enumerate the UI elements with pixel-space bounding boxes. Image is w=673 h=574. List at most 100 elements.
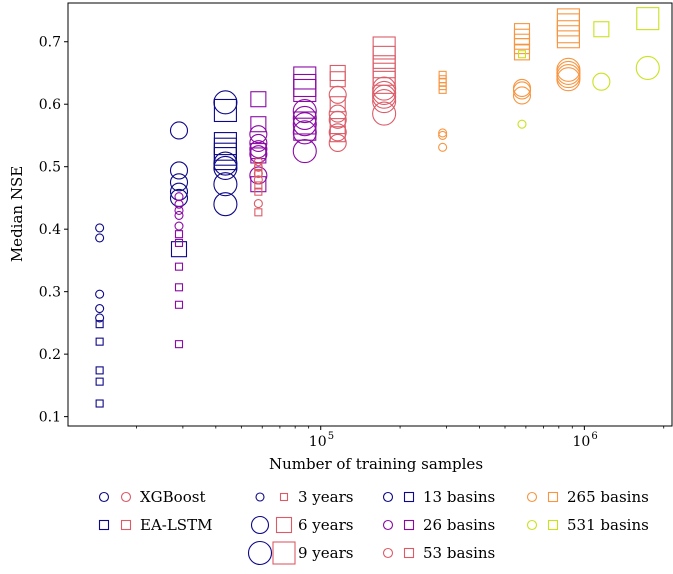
y-axis: 0.1 0.2 0.3 0.4 0.5 0.6 0.7 (39, 35, 68, 426)
data-point-xgboost (438, 142, 448, 152)
data-point-xgboost (169, 161, 189, 180)
data-point-xgboost (213, 151, 238, 176)
x-axis-label: Number of training samples (269, 455, 483, 473)
data-point-xgboost (372, 76, 397, 101)
data-point-xgboost (174, 199, 184, 209)
legend-label-years: 3 years (298, 488, 353, 506)
data-point-xgboost (253, 157, 263, 167)
data-point-xgboost (292, 120, 317, 145)
data-point-ea-lstm (293, 73, 317, 98)
x-axis: 10 5 10 6 (136, 426, 665, 450)
legend-label-basins: 26 basins (423, 516, 495, 534)
data-point-xgboost (556, 67, 581, 92)
data-point-xgboost (174, 221, 184, 231)
data-point-ea-lstm (329, 126, 346, 143)
y-tick-label: 0.6 (39, 97, 61, 113)
data-point-ea-lstm (513, 23, 531, 40)
data-point-xgboost (372, 80, 397, 106)
data-point-ea-lstm (293, 66, 317, 90)
y-axis-label: Median NSE (8, 166, 26, 262)
data-point-ea-lstm (593, 21, 610, 38)
legend: XGBoost EA-LSTM 3 years 6 years 9 years 13 ba… (98, 488, 649, 566)
data-point-ea-lstm (174, 283, 184, 292)
data-point-ea-lstm (329, 96, 346, 113)
legend-color-square (403, 519, 415, 531)
data-point-ea-lstm (556, 25, 580, 49)
data-point-ea-lstm (170, 241, 188, 258)
data-point-ea-lstm (556, 8, 580, 32)
legend-size-square (272, 541, 296, 565)
legend-size-circle (250, 515, 270, 535)
data-point-ea-lstm (438, 70, 447, 79)
data-point-ea-lstm (213, 98, 237, 123)
data-point-ea-lstm (513, 44, 531, 61)
legend-color-square (547, 519, 559, 531)
legend-color-circle (526, 491, 538, 503)
data-point-xgboost (95, 303, 105, 314)
data-point-xgboost (292, 105, 317, 131)
legend-label-basins: 53 basins (423, 544, 495, 562)
data-point-ea-lstm (556, 20, 580, 44)
legend-color-circle (382, 491, 394, 503)
data-point-xgboost (95, 233, 105, 243)
x-tick-exponent: 5 (328, 431, 334, 442)
data-point-xgboost (249, 125, 268, 144)
data-point-xgboost (95, 313, 105, 323)
legend-color-circle (526, 519, 538, 531)
data-point-xgboost (372, 89, 397, 114)
data-point-ea-lstm (95, 399, 104, 408)
data-point-xgboost (328, 123, 347, 142)
legend-marker-circle (120, 491, 132, 503)
data-point-ea-lstm (517, 50, 527, 59)
data-point-ea-lstm (636, 7, 660, 31)
data-point-xgboost (292, 139, 317, 164)
legend-size-circle (247, 540, 273, 566)
data-point-xgboost (592, 72, 611, 91)
data-point-ea-lstm (329, 64, 346, 82)
data-point-ea-lstm (250, 91, 267, 108)
data-point-ea-lstm (329, 118, 346, 135)
data-point-xgboost (169, 173, 189, 192)
data-point-ea-lstm (254, 187, 263, 196)
data-point-ea-lstm (174, 238, 184, 247)
data-point-xgboost (174, 205, 184, 215)
data-point-xgboost (95, 289, 105, 299)
data-point-ea-lstm (174, 300, 184, 309)
legend-color-circle (382, 519, 394, 531)
data-point-ea-lstm (174, 262, 184, 271)
data-point-xgboost (95, 223, 105, 233)
legend-label-years: 6 years (298, 516, 353, 534)
data-point-xgboost (213, 90, 238, 115)
data-point-xgboost (292, 112, 317, 137)
y-tick-label: 0.3 (39, 285, 61, 301)
data-point-xgboost (372, 101, 397, 126)
data-markers (95, 7, 660, 408)
data-point-ea-lstm (329, 71, 346, 88)
data-point-xgboost (169, 121, 189, 140)
data-point-xgboost (328, 104, 347, 123)
data-point-ea-lstm (213, 147, 237, 171)
data-point-xgboost (517, 119, 527, 129)
legend-label-basins: 13 basins (423, 488, 495, 506)
data-point-ea-lstm (293, 78, 317, 103)
legend-label-model: EA-LSTM (140, 516, 212, 534)
legend-label-years: 9 years (298, 544, 353, 562)
legend-color-square (403, 491, 415, 503)
y-tick-label: 0.2 (39, 347, 61, 363)
data-point-ea-lstm (254, 162, 263, 171)
data-point-ea-lstm (372, 45, 396, 69)
legend-size-circle (255, 492, 265, 502)
data-point-xgboost (253, 175, 263, 185)
data-point-ea-lstm (254, 208, 263, 217)
data-point-xgboost (512, 81, 532, 100)
data-point-xgboost (174, 210, 184, 220)
data-point-xgboost (213, 192, 238, 217)
data-point-ea-lstm (250, 116, 267, 133)
data-point-ea-lstm (254, 181, 263, 190)
legend-label-model: XGBoost (140, 488, 205, 506)
data-point-xgboost (438, 130, 448, 141)
legend-marker-square (98, 519, 110, 531)
y-tick-label: 0.5 (39, 160, 61, 176)
data-point-ea-lstm (95, 337, 104, 346)
